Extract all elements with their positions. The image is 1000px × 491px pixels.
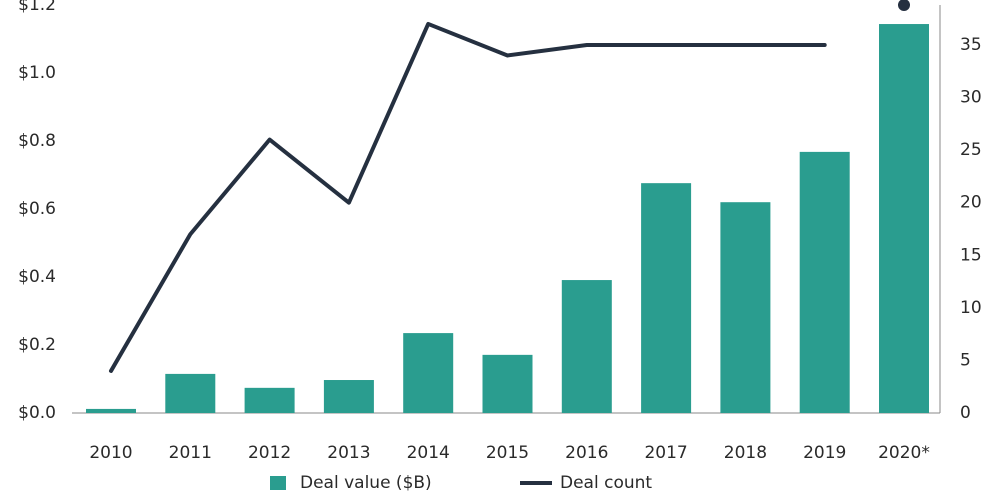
x-tick-label: 2017 xyxy=(644,443,687,463)
x-tick-label: 2018 xyxy=(724,443,767,463)
y-tick-label: $1.2 xyxy=(18,0,56,15)
x-tick-label: 2016 xyxy=(565,443,608,463)
y2-tick-label: 30 xyxy=(960,88,982,108)
bar xyxy=(86,408,136,413)
x-tick-label: 2013 xyxy=(327,443,370,463)
y2-tick-label: 0 xyxy=(960,403,971,423)
y-tick-label: $0.4 xyxy=(18,267,56,287)
line xyxy=(109,21,827,373)
x-tick-label: 2014 xyxy=(407,443,450,463)
x-tick-label: 2019 xyxy=(803,443,846,463)
y-tick-label: $1.0 xyxy=(18,63,56,83)
y2-tick-label: 25 xyxy=(960,140,982,160)
y2-tick-label: 15 xyxy=(960,245,982,265)
y-tick-label: $0.2 xyxy=(18,335,56,355)
bar xyxy=(561,280,612,413)
y2-tick-label: 10 xyxy=(960,298,982,318)
y2-tick-label: 20 xyxy=(960,193,982,213)
y2-tick-label: 35 xyxy=(960,35,982,55)
legend-label: Deal count xyxy=(560,473,652,491)
bar xyxy=(244,387,295,413)
x-tick-label: 2011 xyxy=(169,443,212,463)
bar xyxy=(403,333,454,413)
legend-label: Deal value ($B) xyxy=(300,473,432,491)
y-tick-label: $0.0 xyxy=(18,403,56,423)
x-tick-label: 2012 xyxy=(248,443,291,463)
bar xyxy=(641,183,692,413)
point xyxy=(898,0,910,11)
legend-swatch xyxy=(270,476,286,490)
x-tick-label: 2020* xyxy=(878,443,930,463)
y-tick-label: $0.6 xyxy=(18,199,56,219)
x-tick-label: 2010 xyxy=(89,443,132,463)
x-tick-label: 2015 xyxy=(486,443,529,463)
bar xyxy=(720,202,771,413)
y2-tick-label: 5 xyxy=(960,350,971,370)
y-tick-label: $0.8 xyxy=(18,131,56,151)
bar xyxy=(165,373,216,413)
bar xyxy=(323,380,374,413)
bar xyxy=(799,151,850,413)
bar xyxy=(879,24,929,413)
bar xyxy=(482,354,533,413)
